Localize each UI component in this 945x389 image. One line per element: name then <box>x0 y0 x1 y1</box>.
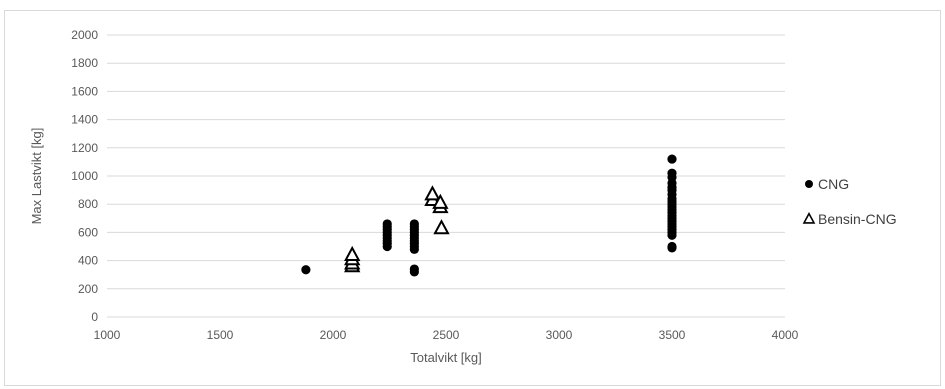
y-tick-label: 0 <box>91 310 98 324</box>
legend: CNG Bensin-CNG <box>802 176 897 227</box>
bensin-cng-point <box>433 219 450 235</box>
x-tick-label: 4000 <box>772 328 799 342</box>
data-points <box>301 154 677 277</box>
bensin-cng-point <box>424 185 441 201</box>
y-tick-label: 800 <box>78 197 98 211</box>
chart-area: 0 200 400 600 800 1000 1200 1400 1600 1800 2000 100… <box>4 10 941 386</box>
x-axis-title: Totalvikt [kg] <box>410 350 482 365</box>
y-tick-label: 1600 <box>71 84 98 98</box>
y-tick-label: 1800 <box>71 56 98 70</box>
legend-marker-cng <box>805 180 813 188</box>
cng-point <box>667 168 677 178</box>
axes: 0 200 400 600 800 1000 1200 1400 1600 1800 2000 100… <box>71 28 798 342</box>
y-tick-label: 1000 <box>71 169 98 183</box>
cng-point <box>409 219 419 229</box>
legend-marker-bensin-cng <box>802 211 816 224</box>
y-tick-label: 1400 <box>71 113 98 127</box>
legend-item-bensin-cng: Bensin-CNG <box>802 211 897 227</box>
bensin-cng-point <box>344 245 361 262</box>
gridlines <box>107 34 785 318</box>
x-tick-label: 1000 <box>94 328 121 342</box>
cng-point <box>667 241 677 252</box>
x-tick-label: 3000 <box>546 328 573 342</box>
y-axis-title: Max Lastvikt [kg] <box>29 128 44 225</box>
legend-label-cng: CNG <box>818 176 849 192</box>
y-tick-label: 2000 <box>71 28 98 42</box>
x-tick-label: 3500 <box>659 328 686 342</box>
x-tick-label: 2500 <box>433 328 460 342</box>
y-tick-label: 600 <box>78 225 98 239</box>
cng-point <box>301 265 311 275</box>
cng-point <box>409 264 419 274</box>
bensin-cng-point <box>432 193 449 209</box>
x-tick-label: 2000 <box>320 328 347 342</box>
y-tick-label: 400 <box>78 254 98 268</box>
cng-point <box>382 219 392 229</box>
y-tick-label: 1200 <box>71 141 98 155</box>
x-tick-label: 1500 <box>207 328 234 342</box>
legend-label-bensin-cng: Bensin-CNG <box>818 211 897 227</box>
legend-item-cng: CNG <box>805 176 849 192</box>
y-tick-label: 200 <box>78 282 98 296</box>
scatter-chart: 0 200 400 600 800 1000 1200 1400 1600 1800 2000 100… <box>29 28 897 365</box>
cng-point <box>667 154 677 164</box>
